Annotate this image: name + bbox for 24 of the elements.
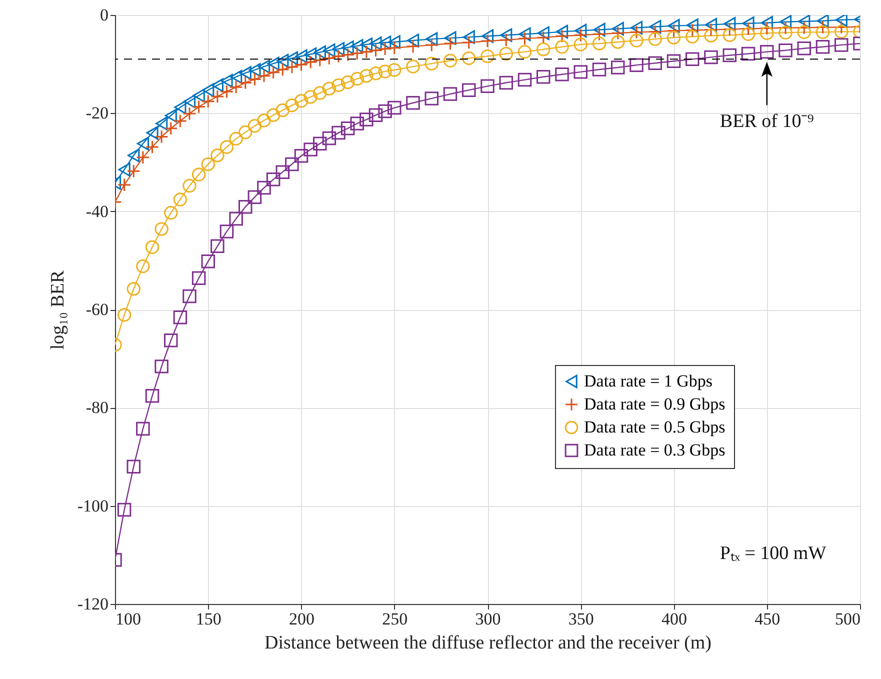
annotation: Pₜₓ = 100 mW: [720, 543, 826, 564]
y-tick-label: -20: [86, 104, 108, 123]
x-tick-label: 450: [754, 610, 780, 628]
x-tick-label: 300: [475, 610, 501, 628]
legend-label: Data rate = 1 Gbps: [584, 372, 713, 390]
x-axis-title: Distance between the diffuse reflector and the receiver (m): [264, 632, 712, 654]
y-tick-label: -40: [86, 202, 108, 221]
legend-label: Data rate = 0.9 Gbps: [584, 394, 726, 414]
x-tick-label: 100: [116, 610, 141, 628]
annotation: BER of 10⁻⁹: [720, 111, 814, 132]
x-tick-label: 500: [835, 610, 860, 628]
legend-label: Data rate = 0.3 Gbps: [584, 440, 726, 460]
y-tick-label: 0: [100, 6, 108, 24]
y-tick-label: -80: [86, 398, 108, 418]
y-axis-title: log₁₀ BER: [47, 270, 68, 350]
y-tick-label: -120: [77, 594, 108, 614]
y-tick-label: -100: [77, 496, 108, 516]
legend-label: Data rate = 0.5 Gbps: [584, 418, 726, 436]
y-tick-label: -60: [86, 300, 108, 319]
x-tick-label: 200: [289, 610, 314, 628]
x-tick-label: 150: [196, 610, 222, 628]
x-tick-label: 250: [382, 610, 408, 628]
x-tick-label: 350: [568, 610, 594, 628]
x-tick-label: 400: [662, 610, 687, 628]
